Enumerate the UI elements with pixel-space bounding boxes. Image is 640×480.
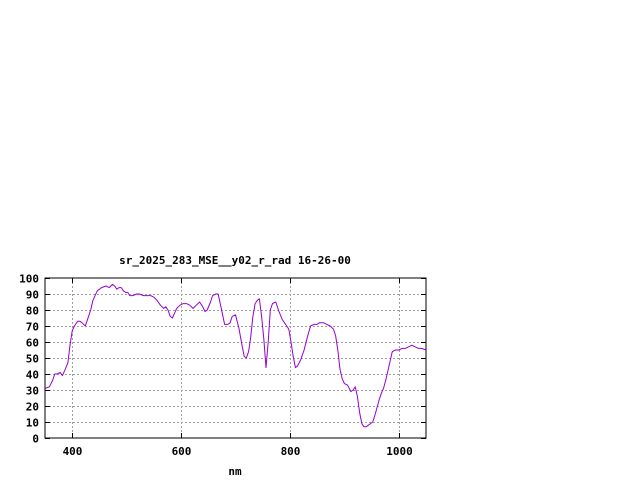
y-tick-label: 50 [26,353,39,366]
x-tick-label: 1000 [386,445,413,458]
y-tick-label: 60 [26,337,39,350]
y-tick-label: 0 [32,433,39,446]
axis-ticks: 0 10 20 30 40 50 60 70 80 90 100 400 600 800 1000 [19,273,426,458]
y-tick-label: 90 [26,289,39,302]
y-tick-label: 10 [26,417,39,430]
y-tick-label: 80 [26,305,39,318]
y-tick-label: 100 [19,273,39,286]
x-tick-label: 400 [63,445,83,458]
x-tick-label: 800 [281,445,301,458]
y-tick-label: 70 [26,321,39,334]
x-axis-label: nm [228,465,242,478]
grid [45,278,426,438]
y-tick-label: 20 [26,401,39,414]
x-tick-label: 600 [172,445,192,458]
series-line [44,283,427,428]
y-tick-label: 30 [26,385,39,398]
chart-title: sr_2025_283_MSE__y02_r_rad 16-26-00 [119,254,351,267]
y-tick-label: 40 [26,369,39,382]
series-layer [44,283,427,428]
